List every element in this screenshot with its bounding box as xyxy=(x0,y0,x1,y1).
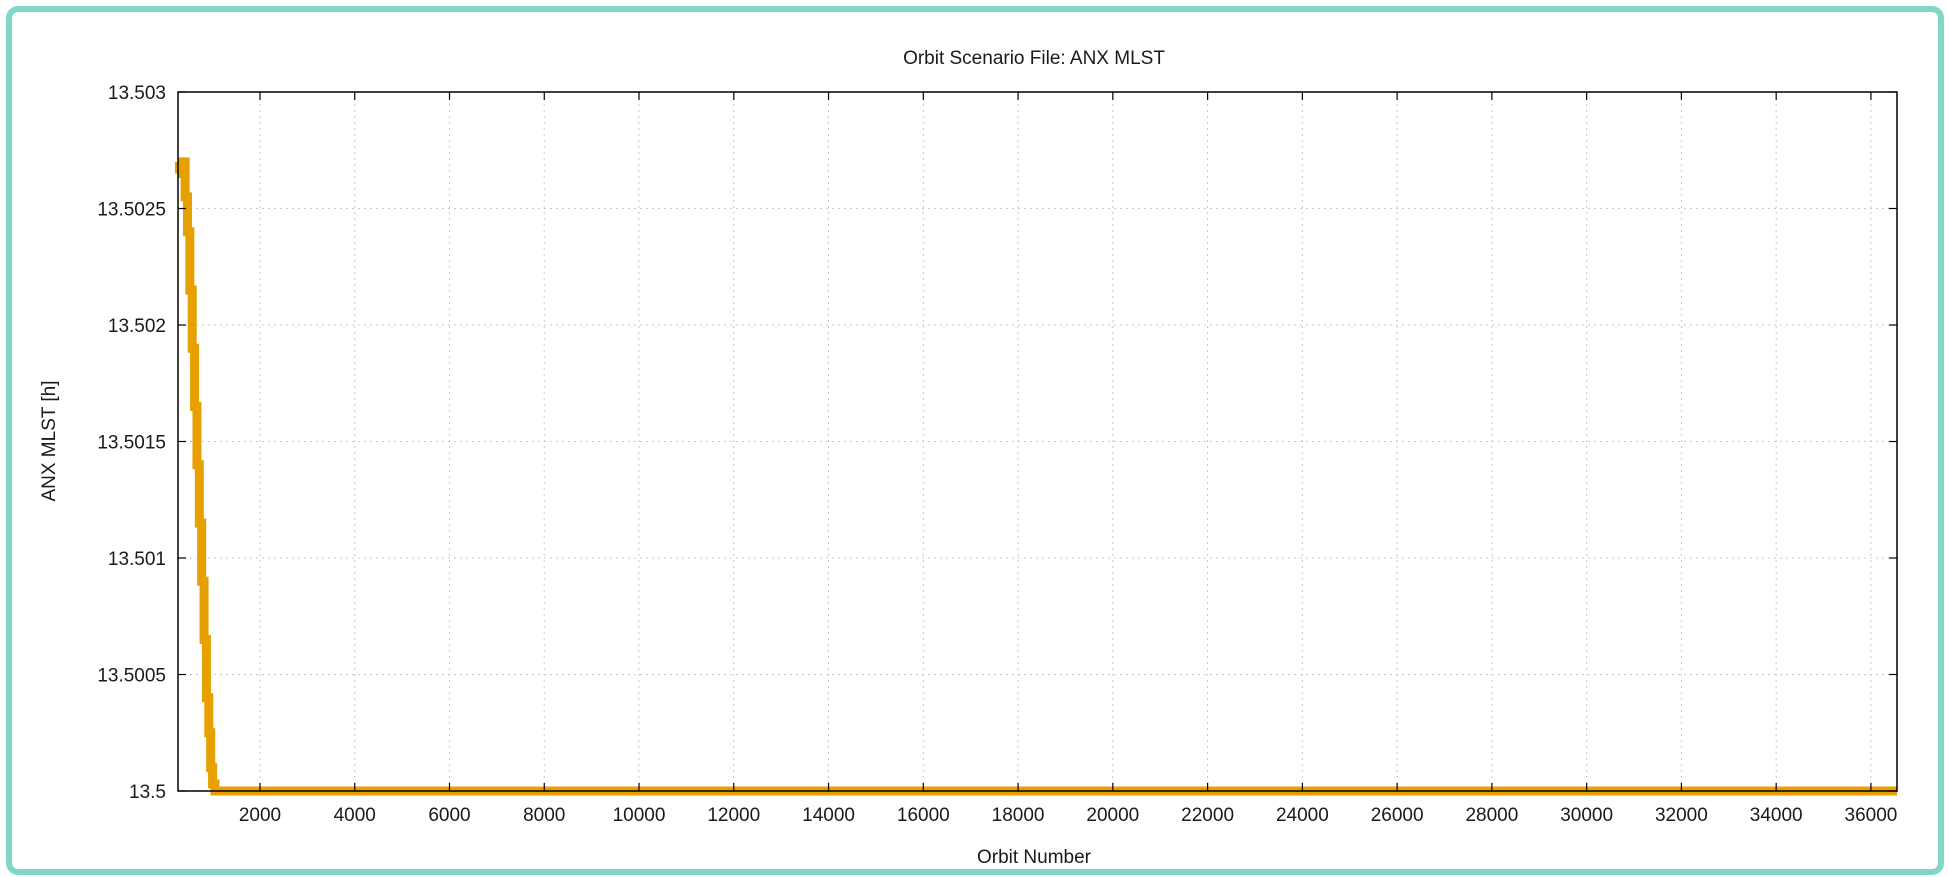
y-tick-label: 13.501 xyxy=(108,549,166,570)
x-tick-label: 18000 xyxy=(992,805,1045,826)
x-tick-label: 4000 xyxy=(334,805,376,826)
x-tick-label: 24000 xyxy=(1276,805,1329,826)
x-tick-label: 26000 xyxy=(1371,805,1424,826)
x-tick-label: 36000 xyxy=(1845,805,1898,826)
x-tick-label: 16000 xyxy=(897,805,950,826)
x-tick-label: 10000 xyxy=(613,805,666,826)
x-tick-label: 30000 xyxy=(1560,805,1613,826)
y-tick-labels: 13.5 13.5005 13.501 13.5015 13.502 13.5025 13.… xyxy=(97,83,166,803)
x-tick-label: 12000 xyxy=(707,805,760,826)
y-axis-title: ANX MLST [h] xyxy=(39,380,60,501)
ticks xyxy=(178,91,1897,792)
x-tick-label: 2000 xyxy=(239,805,281,826)
y-tick-label: 13.502 xyxy=(108,316,166,337)
chart-frame xyxy=(6,6,1944,875)
x-axis-title: Orbit Number xyxy=(977,847,1092,868)
x-tick-label: 34000 xyxy=(1750,805,1803,826)
y-tick-label: 13.5005 xyxy=(97,666,166,687)
x-tick-label: 20000 xyxy=(1086,805,1139,826)
y-tick-label: 13.503 xyxy=(108,83,166,104)
series-group xyxy=(174,157,1897,796)
chart-title: Orbit Scenario File: ANX MLST xyxy=(903,48,1165,69)
y-tick-label: 13.5025 xyxy=(97,200,166,221)
x-tick-label: 22000 xyxy=(1181,805,1234,826)
x-tick-labels: 2000 4000 6000 8000 10000 12000 14000 16000 1800… xyxy=(239,805,1898,826)
x-tick-label: 28000 xyxy=(1465,805,1518,826)
x-tick-label: 32000 xyxy=(1655,805,1708,826)
y-tick-label: 13.5 xyxy=(129,782,166,803)
series-line xyxy=(174,157,1897,796)
y-tick-label: 13.5015 xyxy=(97,433,166,454)
x-tick-label: 14000 xyxy=(802,805,855,826)
x-tick-label: 6000 xyxy=(428,805,470,826)
x-tick-label: 8000 xyxy=(523,805,565,826)
grid xyxy=(178,92,1897,791)
